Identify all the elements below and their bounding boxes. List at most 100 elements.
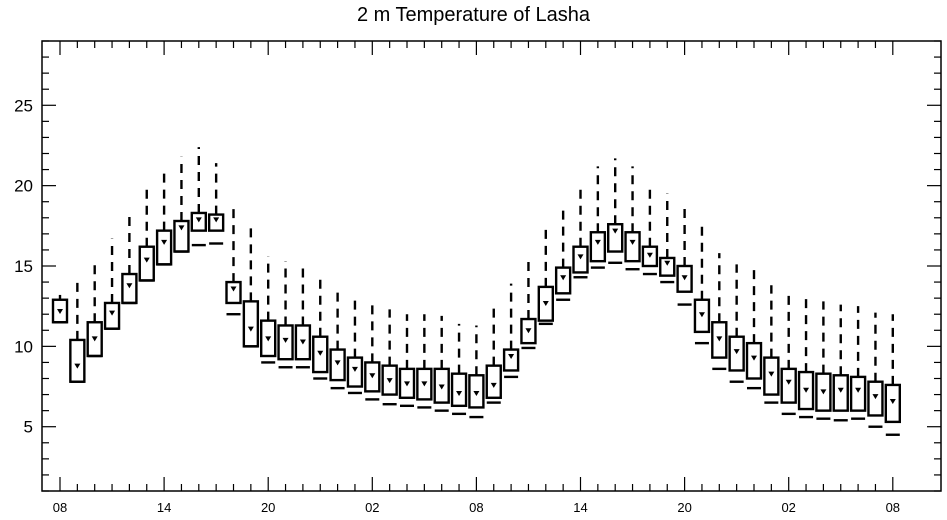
box-body: [867, 380, 884, 417]
box-median-marker: [421, 381, 428, 387]
x-tick-label: 08: [469, 500, 483, 515]
box-body: [554, 266, 572, 295]
box-body: [121, 272, 138, 305]
box-median-marker: [195, 217, 202, 223]
y-tick-label: 10: [14, 337, 33, 356]
box-median-marker: [109, 310, 116, 316]
box-median-marker: [438, 384, 445, 390]
box-body: [190, 211, 208, 232]
box-body: [207, 213, 225, 232]
box-body: [69, 338, 86, 383]
box-median-marker: [508, 354, 515, 359]
box-body: [329, 348, 346, 382]
y-tick-label: 15: [14, 257, 33, 276]
box-median-marker: [369, 373, 376, 379]
box-median-marker: [334, 360, 341, 366]
box-median-marker: [681, 275, 688, 281]
box-median-marker: [386, 378, 393, 384]
x-tick-label: 20: [677, 500, 691, 515]
x-tick-label: 14: [573, 500, 587, 515]
box-median-marker: [282, 337, 289, 343]
box-body: [242, 300, 260, 348]
box-median-marker: [230, 286, 237, 292]
box-median-marker: [646, 252, 653, 258]
box-median-marker: [577, 254, 584, 260]
y-tick-label: 25: [14, 96, 33, 115]
box-median-marker: [161, 239, 168, 245]
box-body: [433, 367, 450, 404]
box-median-marker: [178, 225, 185, 231]
x-tick-label: 02: [365, 500, 379, 515]
y-tick-label: 5: [24, 418, 33, 437]
box-body: [520, 317, 537, 345]
box-body: [312, 335, 329, 374]
box-median-marker: [629, 239, 636, 245]
box-median-marker: [473, 390, 480, 396]
box-median-marker: [265, 336, 272, 342]
box-body: [450, 372, 468, 408]
box-body: [364, 361, 381, 393]
x-tick-label: 08: [53, 500, 67, 515]
box-median-marker: [299, 339, 306, 345]
box-body: [537, 285, 554, 322]
box-median-marker: [490, 382, 497, 388]
box-median-marker: [143, 257, 150, 263]
box-median-marker: [542, 300, 549, 306]
box-median-marker: [698, 312, 705, 318]
box-median-marker: [872, 394, 879, 400]
box-body: [745, 341, 763, 380]
box-median-marker: [247, 326, 254, 332]
box-body: [294, 324, 312, 361]
box-median-marker: [456, 390, 463, 396]
box-median-marker: [837, 387, 844, 393]
chart-title: 2 m Temperature of Lasha: [356, 4, 591, 26]
x-tick-label: 08: [886, 500, 900, 515]
box-median-marker: [560, 275, 567, 281]
box-body: [468, 374, 485, 409]
box-body: [624, 231, 641, 263]
box-median-marker: [57, 309, 63, 314]
box-body: [780, 367, 797, 404]
box-body: [346, 356, 364, 388]
box-median-marker: [820, 389, 827, 395]
box-body: [711, 321, 728, 359]
box-body: [416, 367, 433, 401]
box-median-marker: [317, 350, 324, 356]
box-body: [797, 370, 815, 411]
box-body: [849, 375, 867, 412]
box-body: [641, 245, 659, 268]
box-body: [225, 280, 242, 305]
y-tick-label: 20: [14, 177, 33, 196]
box-body: [832, 374, 849, 412]
box-median-marker: [664, 260, 671, 266]
box-body: [728, 335, 745, 372]
box-median-marker: [126, 283, 133, 289]
box-body: [381, 364, 398, 396]
box-body: [589, 231, 607, 263]
box-body: [138, 245, 155, 282]
box-median-marker: [751, 355, 757, 361]
x-tick-label: 14: [157, 500, 171, 515]
box-median-marker: [785, 379, 792, 385]
box-median-marker: [889, 399, 896, 404]
box-body: [659, 256, 676, 277]
box-median-marker: [803, 387, 810, 393]
box-median-marker: [91, 336, 98, 342]
box-body: [260, 319, 277, 358]
box-body: [572, 245, 589, 274]
box-body: [398, 367, 416, 399]
box-body: [277, 324, 294, 361]
box-median-marker: [74, 363, 81, 369]
box-body: [884, 383, 901, 424]
box-body: [103, 301, 121, 330]
box-median-marker: [716, 336, 723, 342]
box-body: [502, 348, 520, 372]
box-median-marker: [594, 239, 601, 245]
plot-frame: [41, 40, 942, 492]
box-median-marker: [768, 371, 775, 377]
box-body: [693, 298, 711, 334]
box-body: [815, 372, 832, 412]
x-tick-label: 02: [781, 500, 795, 515]
